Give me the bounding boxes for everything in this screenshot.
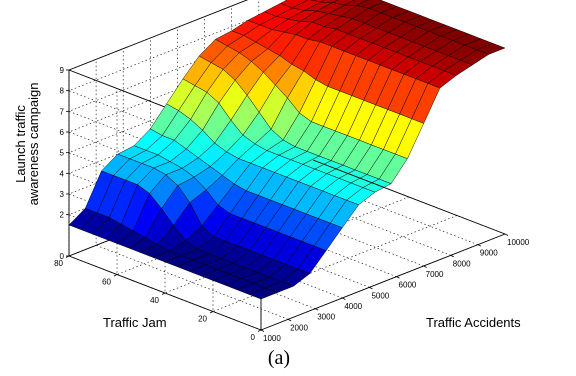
tick-labels: 1000200030004000500060007000800090001000… (54, 66, 530, 343)
x-tick-label: 9000 (480, 249, 498, 258)
z-axis-label-line2: awareness campaign (26, 83, 41, 206)
front-edge-x (260, 233, 506, 331)
x-gridline (231, 6, 424, 267)
y-tick-mark (257, 329, 262, 332)
x-tick-mark (396, 276, 400, 279)
x-tick-mark (342, 297, 346, 300)
y-tick-label: 0 (251, 333, 256, 342)
x-gridline (258, 0, 451, 256)
surface-mesh (68, 0, 506, 300)
x-gridline (68, 70, 262, 331)
x-tick-mark (369, 286, 373, 290)
front-edge-y (312, 159, 506, 235)
x-tick-mark (260, 329, 265, 332)
x-tick-mark (287, 318, 292, 322)
x-tick-label: 4000 (344, 302, 362, 311)
y-tick-label: 20 (198, 315, 207, 324)
z-tick-label: 0 (60, 252, 65, 261)
x-tick-mark (450, 254, 454, 258)
x-tick-mark (315, 308, 319, 311)
x-tick-mark (423, 265, 427, 268)
x-gridline (204, 16, 397, 277)
z-tick-label: 5 (60, 149, 65, 158)
x-tick-label: 6000 (399, 281, 417, 290)
z-tick-label: 3 (60, 190, 65, 199)
x-tick-label: 7000 (426, 270, 444, 279)
x-tick-label: 5000 (371, 291, 389, 300)
x-gridline (95, 59, 289, 320)
z-axis-label: Launch traffic awareness campaign (13, 83, 41, 206)
x-tick-mark (504, 233, 509, 236)
surface-patch (248, 287, 278, 300)
z-tick-label: 2 (60, 211, 65, 220)
y-tick-label: 40 (150, 296, 159, 305)
z-tick-label: 7 (60, 107, 65, 116)
x-tick-label: 3000 (317, 313, 335, 322)
y-tick-label: 60 (102, 278, 111, 287)
y-tick-label: 80 (54, 259, 63, 268)
y-axis-label: Traffic Jam (103, 315, 167, 330)
x-axis-label: Traffic Accidents (426, 315, 521, 330)
figure-caption: (a) (268, 347, 290, 369)
z-axis-label-line1: Launch traffic (13, 105, 28, 183)
x-gridline (285, 0, 479, 245)
y-tick-mark (161, 292, 166, 295)
x-tick-label: 10000 (507, 238, 530, 247)
y-tick-mark (209, 311, 214, 314)
z-tick-label: 6 (60, 128, 65, 137)
x-tick-label: 1000 (263, 334, 281, 343)
x-tick-mark (477, 244, 482, 247)
z-tick-label: 8 (60, 87, 65, 96)
x-tick-label: 2000 (290, 323, 308, 332)
axes-front-edges (260, 159, 506, 331)
z-tick-label: 4 (60, 169, 65, 178)
y-tick-mark (113, 274, 118, 277)
x-tick-label: 8000 (453, 259, 471, 268)
z-tick-label: 9 (60, 66, 65, 75)
